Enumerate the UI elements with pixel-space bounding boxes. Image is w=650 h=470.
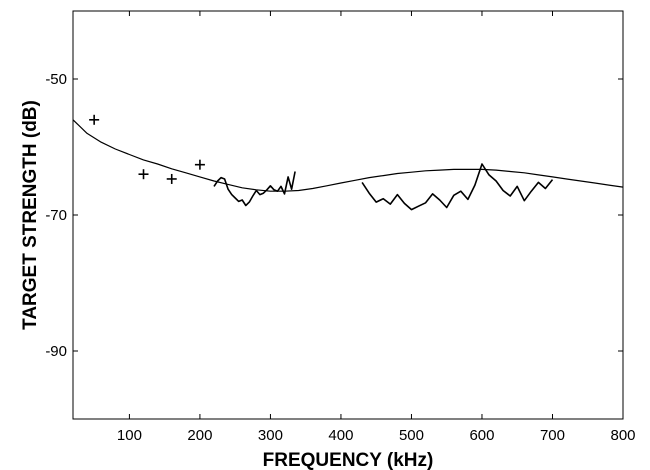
x-tick-label: 700 xyxy=(540,427,565,444)
measured-band-2-line xyxy=(361,163,554,211)
x-tick-label: 100 xyxy=(117,427,142,444)
y-axis-label: TARGET STRENGTH (dB) xyxy=(20,100,41,330)
data-marks xyxy=(72,114,624,211)
axis-ticks: 100 200 300 400 500 600 700 800 -50 -70 -90 xyxy=(45,11,636,444)
plus-marker xyxy=(166,173,177,184)
model-curve-line xyxy=(72,119,624,192)
x-tick-label: 600 xyxy=(469,427,494,444)
x-tick-label: 400 xyxy=(328,427,353,444)
y-tick-label: -50 xyxy=(45,71,67,88)
x-tick-label: 800 xyxy=(610,427,635,444)
x-tick-label: 500 xyxy=(399,427,424,444)
plot-frame xyxy=(72,10,624,420)
x-axis-label: FREQUENCY (kHz) xyxy=(263,450,434,470)
y-tick-label: -70 xyxy=(45,207,67,224)
x-tick-label: 300 xyxy=(258,427,283,444)
plus-marker xyxy=(89,114,100,125)
plus-marker xyxy=(194,159,205,170)
measured-band-1-line xyxy=(213,171,296,207)
plus-marker xyxy=(138,169,149,180)
x-tick-label: 200 xyxy=(187,427,212,444)
y-tick-label: -90 xyxy=(45,343,67,360)
